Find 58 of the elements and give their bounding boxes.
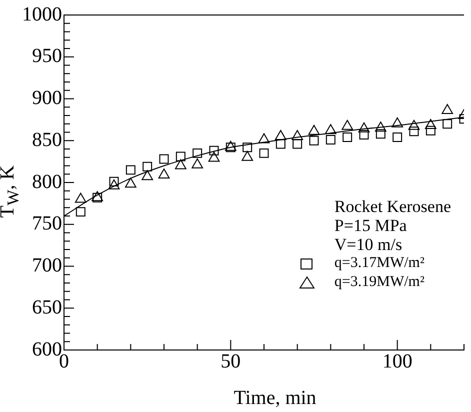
point bbox=[308, 124, 320, 135]
point bbox=[426, 126, 436, 136]
y-tick-label: 1000 bbox=[22, 3, 62, 26]
point bbox=[242, 142, 252, 152]
point bbox=[108, 179, 120, 190]
point bbox=[176, 152, 186, 162]
point bbox=[192, 158, 204, 168]
point bbox=[324, 124, 336, 134]
legend-label: q=3.19MW/m² bbox=[334, 273, 424, 292]
y-tick-label: 700 bbox=[32, 254, 62, 276]
point bbox=[392, 117, 404, 128]
point bbox=[208, 152, 220, 162]
point bbox=[424, 119, 436, 130]
point bbox=[158, 168, 170, 178]
point bbox=[126, 165, 136, 175]
point bbox=[358, 122, 370, 132]
point bbox=[359, 130, 369, 140]
point bbox=[374, 122, 386, 132]
point bbox=[74, 192, 86, 203]
point bbox=[376, 129, 386, 139]
y-tick-label: 950 bbox=[32, 45, 62, 68]
point bbox=[258, 133, 270, 144]
point bbox=[309, 136, 319, 146]
point bbox=[274, 130, 286, 140]
point bbox=[259, 148, 269, 158]
point bbox=[109, 176, 119, 186]
point bbox=[192, 148, 202, 158]
point bbox=[442, 119, 452, 129]
annotation: Rocket Kerosene bbox=[333, 197, 451, 216]
x-tick-label: 100 bbox=[382, 350, 412, 372]
y-tick-label: 750 bbox=[32, 212, 62, 235]
point bbox=[409, 126, 419, 136]
point bbox=[392, 132, 402, 142]
point bbox=[408, 120, 420, 130]
y-tick-label: 850 bbox=[32, 128, 62, 151]
point bbox=[124, 178, 136, 188]
point bbox=[142, 162, 152, 172]
point bbox=[76, 207, 86, 217]
point bbox=[159, 154, 169, 164]
x-tick-label: 50 bbox=[220, 350, 241, 372]
legend-label: q=3.17MW/m² bbox=[334, 254, 424, 273]
point bbox=[342, 132, 352, 142]
annotation: P=15 MPa bbox=[333, 216, 408, 235]
point bbox=[342, 120, 354, 130]
y-tick-label: 900 bbox=[32, 87, 62, 109]
y-tick-label: 650 bbox=[32, 296, 62, 318]
point bbox=[326, 135, 336, 145]
annotation: V=10 m/s bbox=[333, 235, 404, 254]
point bbox=[242, 150, 254, 161]
x-axis-title: Time, min bbox=[232, 387, 318, 410]
point bbox=[209, 146, 219, 156]
point bbox=[442, 104, 454, 114]
point bbox=[174, 159, 186, 170]
point bbox=[276, 139, 286, 149]
point bbox=[292, 139, 302, 149]
y-tick-label: 800 bbox=[32, 170, 62, 193]
point bbox=[142, 170, 154, 180]
point bbox=[292, 130, 304, 140]
